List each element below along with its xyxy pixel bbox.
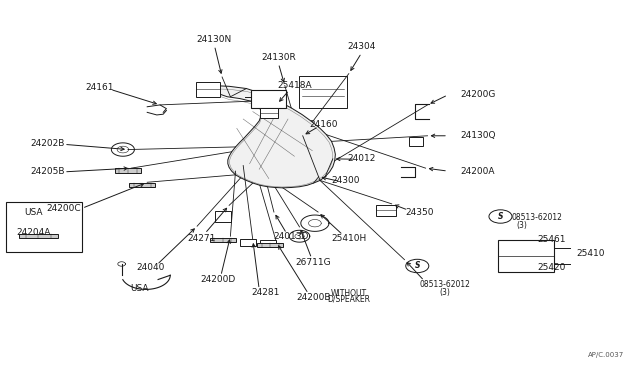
Text: 24200A: 24200A: [461, 167, 495, 176]
Text: 24281: 24281: [252, 288, 280, 296]
Bar: [251, 90, 287, 108]
Text: 24013D: 24013D: [273, 232, 309, 241]
Text: 26711G: 26711G: [296, 258, 332, 267]
Bar: [129, 183, 155, 187]
Text: 24204A: 24204A: [16, 228, 51, 237]
Text: 24012: 24012: [348, 154, 376, 163]
Text: 24160: 24160: [309, 120, 337, 129]
Text: (3): (3): [440, 288, 450, 296]
Text: 24161: 24161: [85, 83, 113, 92]
Text: 24271: 24271: [188, 234, 216, 243]
Text: 24130N: 24130N: [196, 35, 232, 44]
Bar: [19, 234, 58, 238]
Bar: [300, 77, 348, 108]
Text: USA: USA: [131, 284, 148, 293]
Text: USA: USA: [24, 208, 43, 217]
Text: 25418A: 25418A: [277, 81, 312, 90]
Text: 24200C: 24200C: [47, 204, 81, 213]
Text: D/SPEAKER: D/SPEAKER: [327, 295, 371, 304]
Text: AP/C.0037: AP/C.0037: [588, 352, 624, 358]
Text: 24350: 24350: [405, 208, 433, 217]
Text: 24040: 24040: [136, 263, 164, 272]
Text: 24300: 24300: [332, 176, 360, 185]
Bar: [210, 238, 236, 242]
Text: 24130Q: 24130Q: [461, 131, 496, 140]
Text: 24202B: 24202B: [31, 139, 65, 148]
Text: 24200D: 24200D: [200, 275, 236, 283]
Text: S: S: [498, 212, 503, 221]
Text: WITHOUT: WITHOUT: [331, 289, 367, 298]
Text: (3): (3): [516, 221, 527, 230]
Text: 24200G: 24200G: [461, 90, 496, 99]
Bar: [214, 211, 230, 222]
Bar: [257, 243, 283, 247]
Text: 25410: 25410: [576, 249, 605, 258]
Text: 25461: 25461: [538, 235, 566, 244]
Bar: [260, 108, 278, 118]
Bar: [260, 240, 275, 247]
Bar: [376, 205, 396, 216]
Text: S: S: [415, 262, 420, 270]
Text: 24200B: 24200B: [296, 293, 331, 302]
Text: 24130R: 24130R: [261, 53, 296, 62]
Bar: [6, 202, 82, 252]
Bar: [241, 239, 256, 246]
Polygon shape: [198, 86, 335, 188]
Text: 25410H: 25410H: [331, 234, 367, 243]
Text: 24205B: 24205B: [31, 167, 65, 176]
Text: 08513-62012: 08513-62012: [512, 213, 563, 222]
Text: 08513-62012: 08513-62012: [419, 280, 470, 289]
Text: 25420: 25420: [538, 263, 566, 272]
Bar: [498, 240, 554, 272]
Bar: [196, 82, 220, 97]
Text: 24304: 24304: [348, 42, 376, 51]
Bar: [409, 137, 423, 146]
Bar: [115, 168, 141, 173]
